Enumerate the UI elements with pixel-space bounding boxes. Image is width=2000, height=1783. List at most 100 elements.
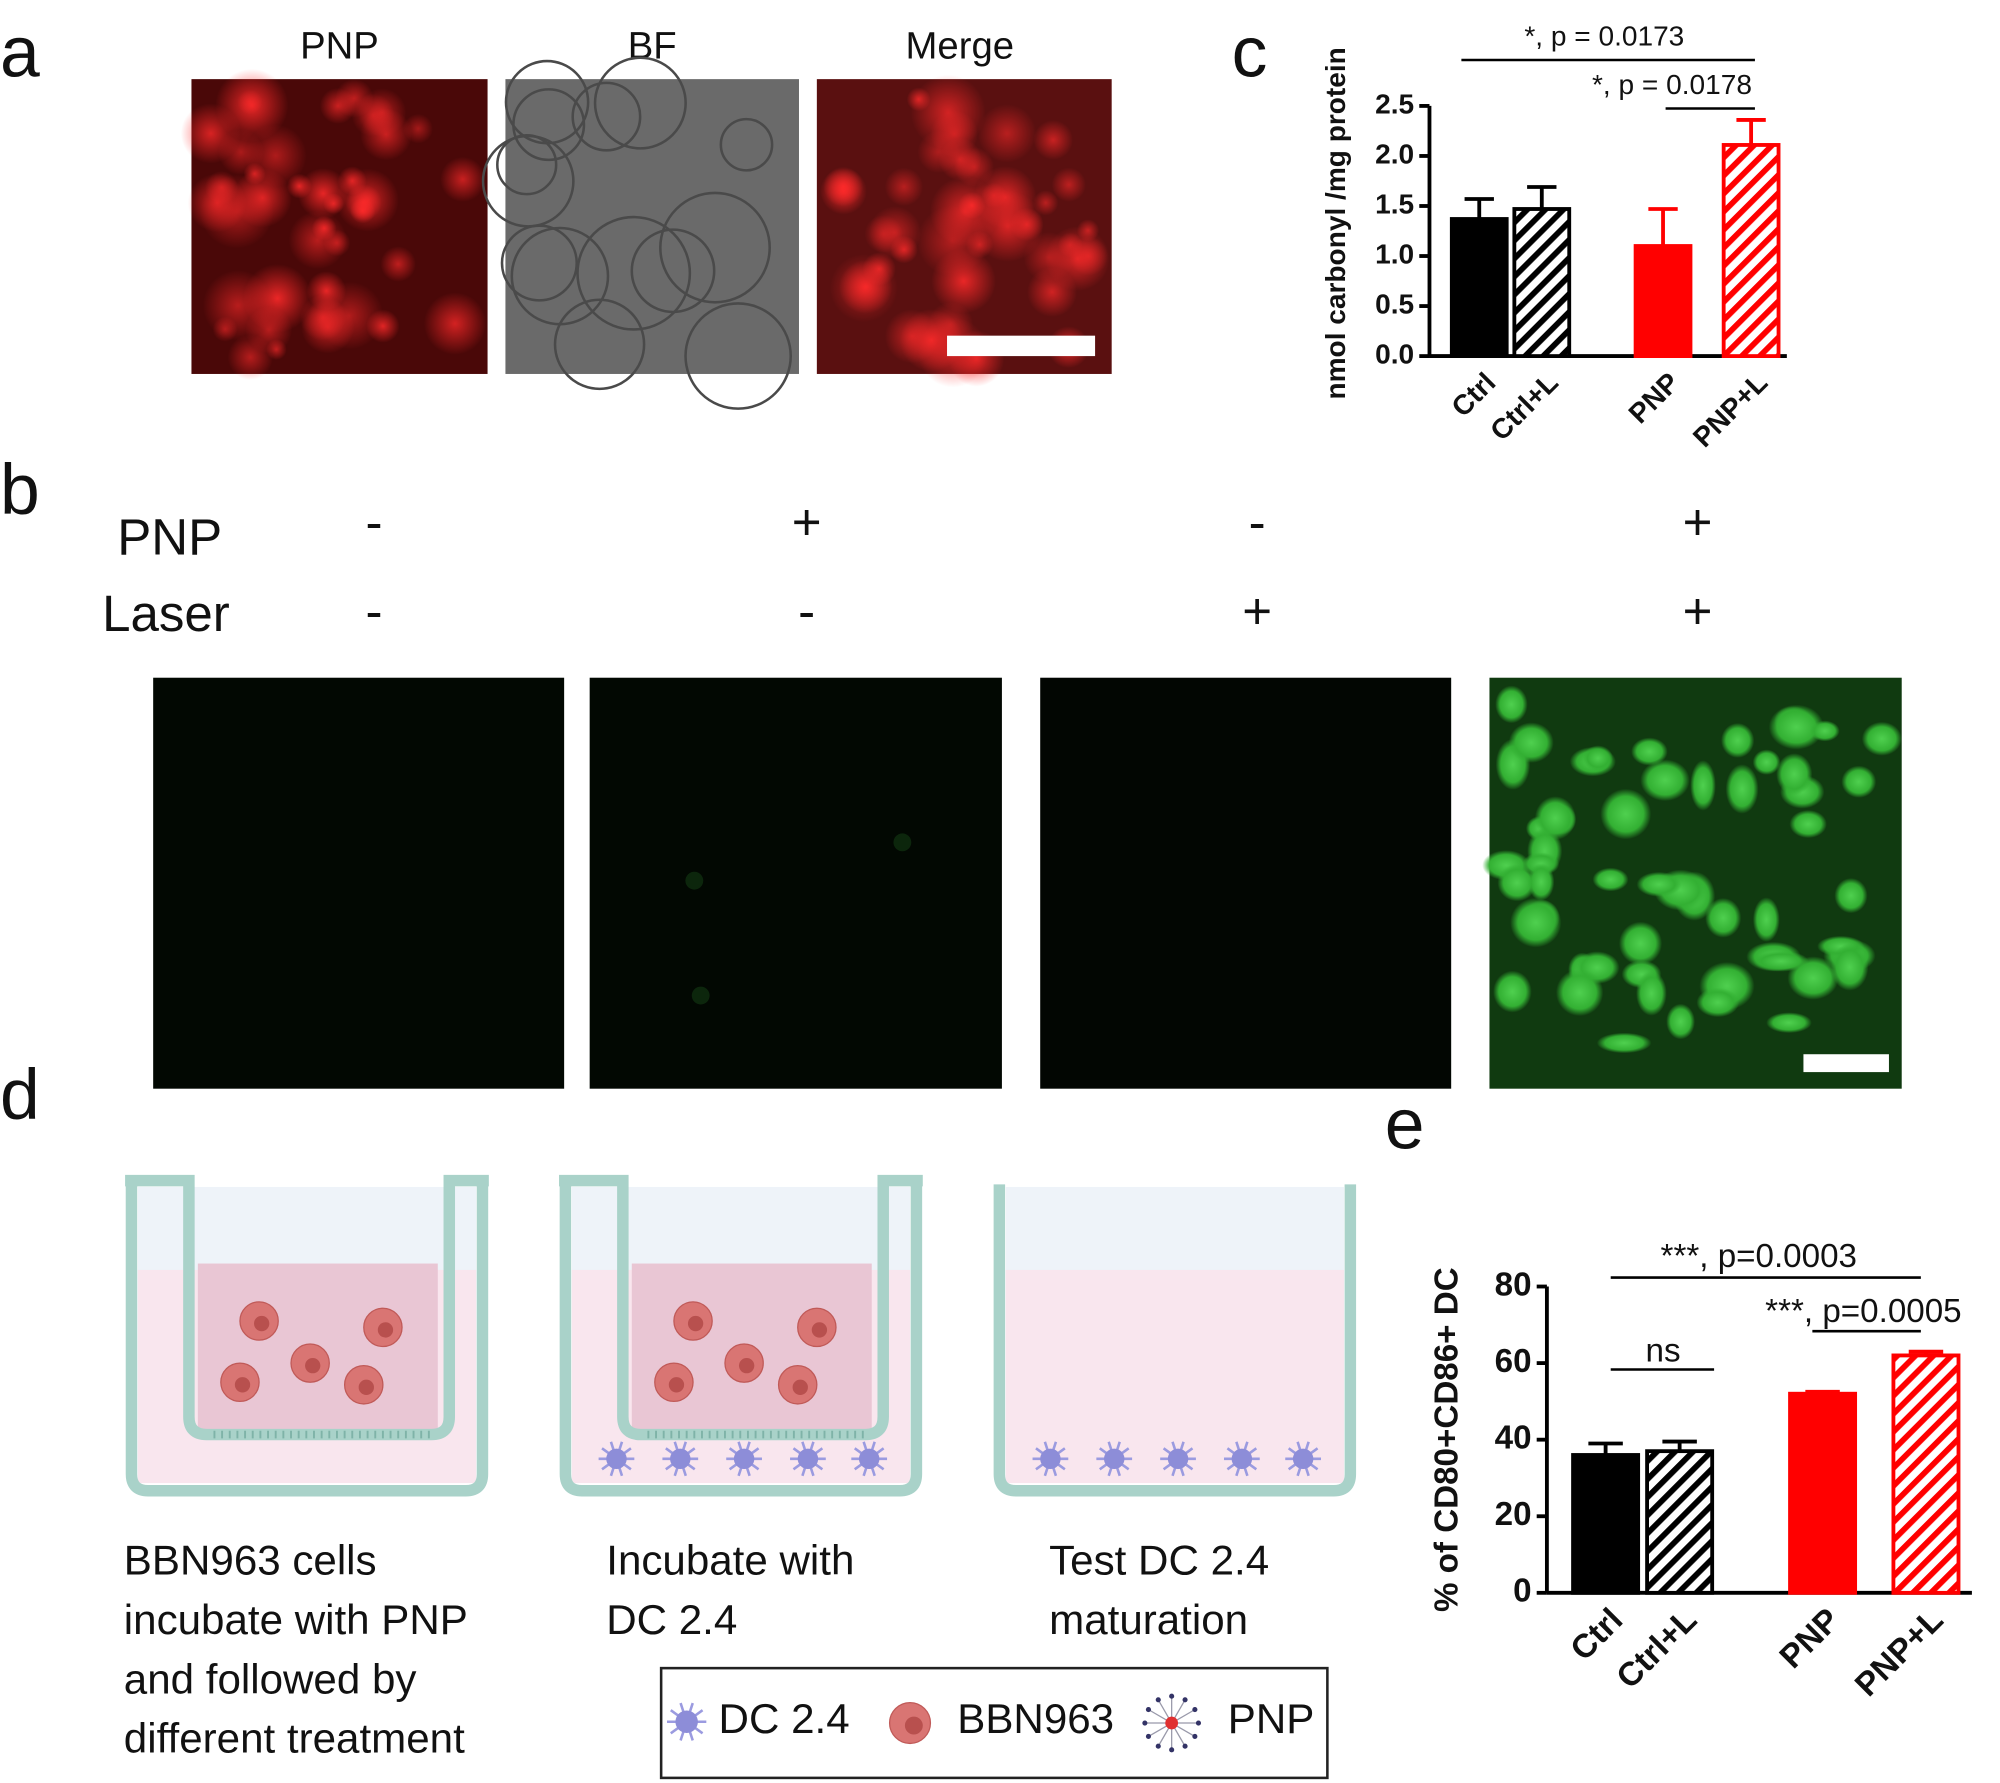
texture [593,56,687,150]
cell-texture [180,56,1110,410]
panel-label: b [0,450,40,530]
nucleus [234,1377,251,1393]
micrograph [589,677,1002,1089]
texture [349,197,376,224]
panel-label: d [0,1055,40,1135]
texture [1861,721,1902,756]
texture [1600,788,1652,840]
texture [319,87,356,124]
dc-cell [1104,1448,1125,1470]
dc-cell [858,1448,880,1470]
texture [212,316,238,342]
well-wall [559,1184,923,1497]
texture [496,134,558,196]
dc-cell [670,1448,691,1470]
x-tick-label: PNP+L [1687,367,1773,453]
y-tick-label: 0 [1513,1573,1531,1610]
nucleus [738,1357,755,1374]
bar [1788,1391,1858,1595]
treatment-sign: + [792,493,822,550]
texture [306,271,347,311]
texture [1010,207,1044,242]
nucleus [358,1379,374,1396]
texture [1555,968,1604,1017]
dc-cell [797,1448,819,1470]
bar [1633,244,1693,359]
texture [1631,737,1668,766]
texture [1766,1012,1812,1034]
texture [1830,943,1869,991]
texture [500,224,578,302]
dc-cell [1040,1448,1061,1470]
texture [823,166,864,207]
significance-label: ***, p=0.0005 [1765,1293,1961,1330]
legend-icon [1145,1733,1152,1739]
texture [954,147,995,187]
treatment-sign: - [798,583,815,640]
significance-label: *, p = 0.0173 [1524,21,1684,52]
y-tick-label: 60 [1495,1343,1532,1380]
x-tick-label: PNP+L [1848,1601,1950,1703]
texture [1841,765,1877,798]
texture [232,168,292,228]
texture [1666,1003,1695,1040]
well-wall [993,1184,1357,1497]
legend-icon [1169,1747,1175,1753]
texture [685,871,704,890]
texture [288,211,347,270]
step-caption: Test DC 2.4 [1049,1537,1269,1584]
texture [243,162,266,185]
texture [1527,863,1555,901]
texture [838,260,893,314]
texture [659,191,771,304]
texture [1721,722,1755,758]
legend-icon [1182,1743,1188,1749]
significance-label: *, p = 0.0178 [1592,69,1752,100]
texture [1640,759,1690,802]
texture [965,230,994,259]
nucleus [253,1315,270,1332]
legend-icon [1195,1720,1202,1726]
legend-icon [1165,1716,1179,1730]
texture [423,292,487,355]
y-axis-label: % of CD80+CD86+ DC [1428,1267,1465,1612]
column-title: BF [628,25,677,68]
dc-cell [606,1448,627,1470]
y-tick-label: 80 [1495,1266,1532,1303]
texture [1789,810,1827,839]
significance-label: ***, p=0.0003 [1661,1238,1857,1275]
panel-label: c [1232,12,1268,92]
texture [719,117,774,172]
texture [1618,921,1663,966]
texture [204,170,239,205]
nucleus [811,1322,828,1338]
dc-cell [675,1710,698,1733]
texture [1033,120,1074,160]
texture [1768,704,1824,750]
texture [1596,1032,1652,1054]
texture [1705,897,1742,938]
texture [1752,749,1781,775]
texture [297,168,349,219]
dc-cell [1231,1448,1253,1470]
texture [1752,897,1780,942]
texture [1534,796,1576,840]
micrograph [1040,677,1452,1089]
bar [1645,1449,1715,1595]
texture [1493,970,1532,1013]
texture [380,246,416,282]
nucleus [687,1315,704,1332]
nucleus [305,1357,321,1374]
texture [1810,720,1840,742]
legend-icon [1182,1697,1188,1703]
legend-icon [1142,1720,1148,1726]
texture [553,298,646,391]
insert-wall [125,1174,489,1441]
texture [930,110,978,158]
texture [351,93,395,137]
y-tick-label: 2.0 [1375,138,1414,169]
micrograph [153,677,565,1089]
texture [977,104,1037,163]
texture [1776,753,1813,796]
